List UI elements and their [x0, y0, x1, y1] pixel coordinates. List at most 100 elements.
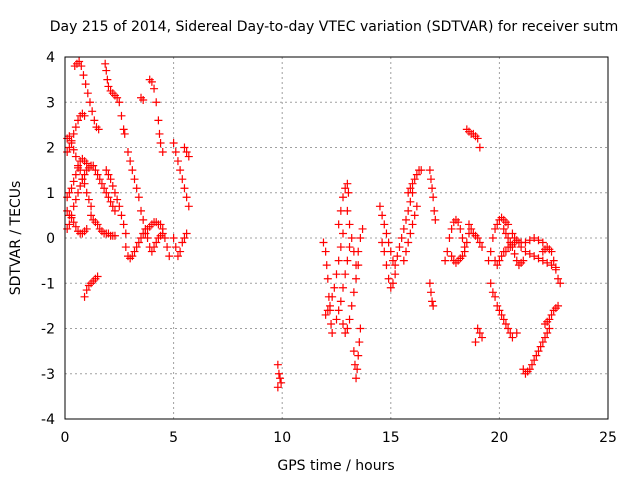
data-point [134, 238, 143, 247]
data-point [382, 229, 391, 238]
data-point [128, 166, 137, 175]
data-point [93, 272, 102, 281]
data-point [85, 98, 94, 107]
data-point [349, 288, 358, 297]
data-point [182, 229, 191, 238]
data-point [90, 116, 99, 125]
data-point [443, 247, 452, 256]
data-point [549, 256, 558, 265]
data-point [530, 356, 539, 365]
data-point [119, 125, 128, 134]
data-point [154, 116, 163, 125]
data-point [115, 98, 124, 107]
data-point [375, 202, 384, 211]
data-point [543, 258, 552, 267]
data-point [117, 111, 126, 120]
data-point [171, 148, 180, 157]
data-point [464, 220, 473, 229]
data-point [71, 152, 80, 161]
data-point [156, 138, 165, 147]
data-point [495, 306, 504, 315]
data-point [75, 57, 84, 66]
y-tick-label: -1 [41, 276, 55, 292]
data-point [132, 243, 141, 252]
data-point [386, 283, 395, 292]
data-point [354, 351, 363, 360]
y-tick-label: 4 [46, 50, 55, 66]
data-point [343, 256, 352, 265]
data-point [350, 360, 359, 369]
data-point [341, 270, 350, 279]
data-point [184, 202, 193, 211]
data-point [431, 215, 440, 224]
data-point [69, 177, 78, 186]
data-point [115, 202, 124, 211]
data-point [169, 138, 178, 147]
data-point [426, 175, 435, 184]
y-tick-label: 2 [46, 141, 55, 157]
data-point [406, 184, 415, 193]
data-point [321, 310, 330, 319]
data-point [334, 220, 343, 229]
x-tick-label: 15 [382, 430, 400, 446]
data-point [130, 175, 139, 184]
data-point [473, 234, 482, 242]
data-point [343, 206, 352, 215]
data-point [408, 179, 417, 188]
data-point [139, 95, 148, 104]
data-point [63, 193, 72, 202]
data-point [178, 238, 187, 247]
data-point [410, 175, 419, 184]
data-point [353, 365, 362, 374]
data-point [84, 195, 93, 204]
data-point [410, 211, 419, 220]
y-tick-label: 1 [46, 186, 55, 202]
data-point [332, 315, 341, 324]
data-point [488, 234, 497, 242]
data-point [106, 197, 115, 206]
data-point [397, 234, 406, 242]
data-point [325, 301, 334, 310]
data-point [82, 286, 91, 295]
data-point [538, 338, 547, 347]
data-point [80, 292, 89, 301]
data-point [349, 347, 358, 356]
data-point [508, 333, 517, 342]
data-point [345, 315, 354, 324]
data-point [97, 179, 106, 188]
data-point [180, 184, 189, 193]
data-point [150, 243, 159, 252]
data-point [110, 231, 119, 240]
data-point [76, 181, 85, 190]
data-point [128, 252, 137, 261]
data-point [126, 157, 135, 166]
data-point [345, 243, 354, 252]
data-point [475, 329, 484, 338]
data-point [63, 224, 72, 233]
data-point [328, 292, 337, 301]
data-point [65, 143, 74, 152]
data-point [355, 338, 364, 347]
data-point [87, 202, 96, 211]
data-point [425, 166, 434, 175]
data-point [339, 319, 348, 328]
data-point [399, 224, 408, 233]
data-point [488, 288, 497, 297]
data-point [497, 310, 506, 319]
data-point [412, 202, 421, 211]
data-point [458, 252, 467, 261]
data-point [277, 378, 286, 387]
data-point [113, 195, 122, 204]
data-point [182, 148, 191, 157]
data-point [395, 243, 404, 252]
data-point [339, 193, 348, 202]
data-point [378, 238, 387, 247]
data-point [512, 329, 521, 338]
data-point [74, 188, 83, 197]
data-point [106, 175, 115, 184]
data-point [347, 234, 356, 242]
x-tick-label: 20 [490, 430, 508, 446]
data-point [132, 184, 141, 193]
y-tick-label: -3 [41, 367, 55, 383]
